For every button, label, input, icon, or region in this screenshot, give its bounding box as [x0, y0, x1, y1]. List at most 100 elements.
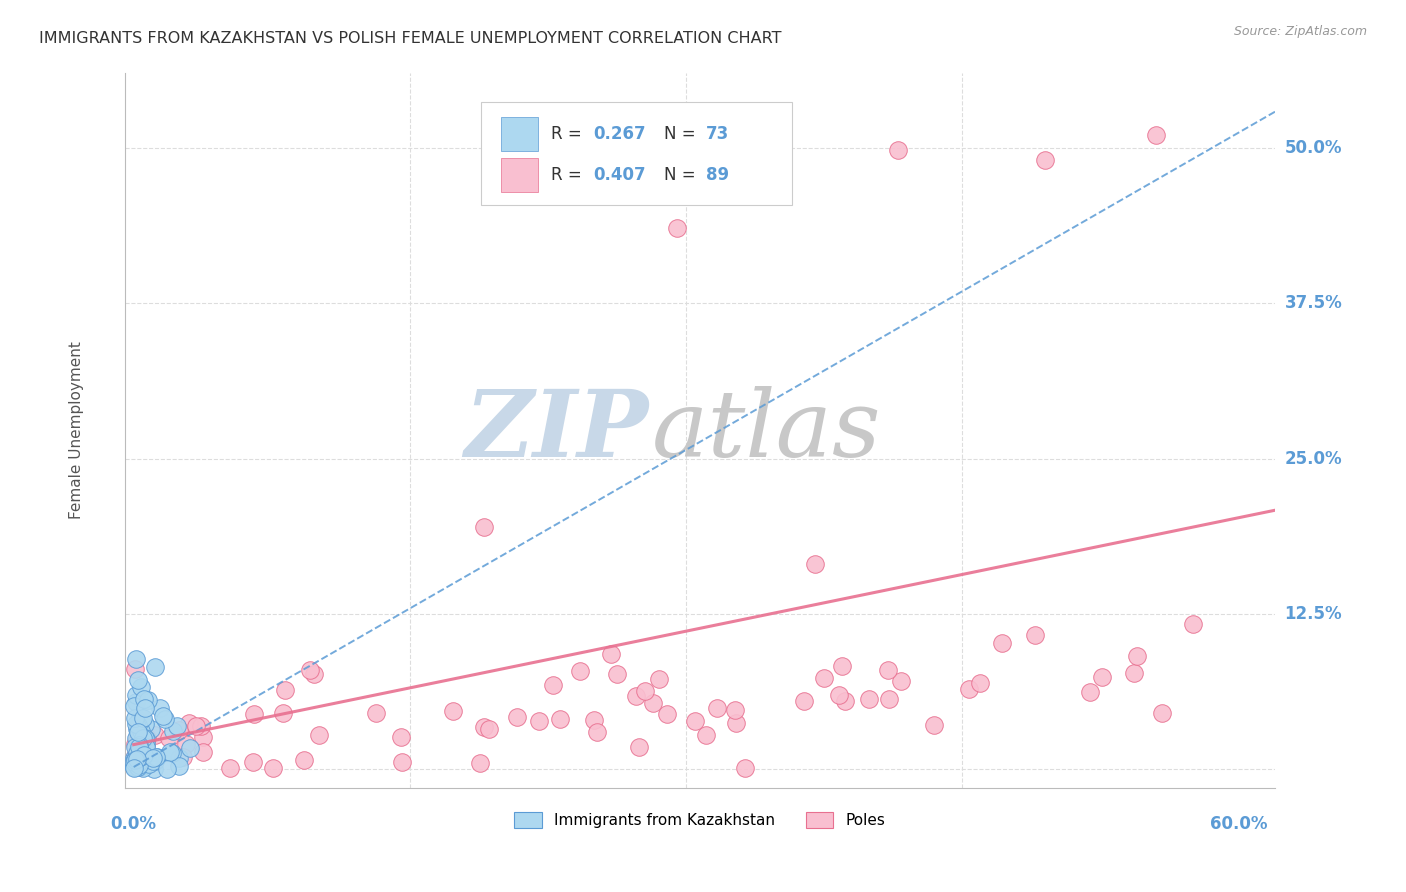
Point	[606, 667, 628, 681]
Text: 0.267: 0.267	[593, 125, 645, 143]
Point	[389, 730, 412, 744]
Point	[179, 741, 201, 756]
Text: atlas: atlas	[651, 385, 882, 475]
Point	[734, 761, 756, 775]
Text: 73: 73	[706, 125, 728, 143]
Point	[159, 745, 181, 759]
Point	[1126, 649, 1149, 664]
Point	[243, 706, 266, 721]
Text: R =: R =	[551, 125, 588, 143]
Point	[132, 711, 155, 725]
Point	[695, 728, 717, 742]
Point	[135, 738, 157, 752]
Point	[124, 758, 146, 772]
Point	[124, 651, 146, 665]
Point	[191, 746, 214, 760]
Point	[831, 659, 853, 673]
Point	[128, 739, 150, 754]
Point	[124, 750, 146, 764]
Point	[167, 723, 190, 737]
Point	[139, 722, 162, 736]
Point	[969, 676, 991, 690]
Point	[128, 729, 150, 743]
Point	[541, 678, 564, 692]
Point	[125, 750, 148, 764]
Point	[127, 742, 149, 756]
Text: N =: N =	[664, 166, 702, 184]
Point	[129, 680, 152, 694]
Point	[1152, 706, 1174, 720]
Point	[1091, 670, 1114, 684]
Point	[138, 757, 160, 772]
Point	[125, 760, 148, 774]
Text: 0.407: 0.407	[593, 166, 645, 184]
Point	[391, 756, 413, 770]
Point	[1144, 128, 1167, 143]
Text: 37.5%: 37.5%	[1285, 294, 1343, 312]
Point	[134, 731, 156, 745]
Point	[179, 715, 201, 730]
Text: 60.0%: 60.0%	[1209, 815, 1267, 833]
Point	[441, 705, 464, 719]
Point	[124, 737, 146, 751]
Point	[184, 719, 207, 733]
Point	[990, 635, 1012, 649]
Point	[127, 760, 149, 774]
Point	[131, 731, 153, 746]
Text: 25.0%: 25.0%	[1285, 450, 1343, 467]
Point	[131, 714, 153, 729]
Point	[125, 722, 148, 736]
Point	[125, 752, 148, 766]
Text: 0.0%: 0.0%	[111, 815, 156, 833]
Point	[125, 748, 148, 763]
Point	[125, 759, 148, 773]
Point	[132, 762, 155, 776]
Point	[877, 691, 900, 706]
FancyBboxPatch shape	[501, 158, 537, 192]
Point	[132, 748, 155, 763]
Text: ZIP: ZIP	[464, 385, 648, 475]
Point	[127, 741, 149, 756]
Point	[308, 727, 330, 741]
Point	[124, 752, 146, 766]
Point	[143, 728, 166, 742]
Point	[128, 758, 150, 772]
Point	[804, 558, 827, 572]
Point	[131, 728, 153, 742]
Point	[634, 684, 657, 698]
Point	[125, 689, 148, 703]
FancyBboxPatch shape	[501, 117, 537, 152]
Point	[472, 720, 495, 734]
Point	[641, 697, 664, 711]
Point	[128, 710, 150, 724]
Point	[145, 750, 167, 764]
Point	[153, 712, 176, 726]
Point	[132, 758, 155, 772]
Point	[132, 740, 155, 755]
Point	[131, 743, 153, 757]
Point	[128, 739, 150, 754]
Point	[1033, 153, 1056, 167]
Point	[1123, 665, 1146, 680]
Point	[128, 743, 150, 757]
Point	[124, 740, 146, 755]
Point	[569, 664, 592, 678]
Point	[505, 709, 527, 723]
Point	[124, 716, 146, 731]
Point	[627, 739, 650, 754]
Point	[128, 757, 150, 772]
Point	[129, 760, 152, 774]
Point	[262, 761, 284, 775]
Point	[302, 666, 325, 681]
Point	[172, 749, 194, 764]
Point	[125, 695, 148, 709]
Point	[1182, 617, 1205, 632]
Point	[124, 711, 146, 725]
Point	[294, 753, 316, 767]
Point	[135, 732, 157, 747]
Point	[124, 754, 146, 768]
Point	[548, 712, 571, 726]
Point	[706, 700, 728, 714]
Point	[142, 751, 165, 765]
Point	[135, 737, 157, 751]
